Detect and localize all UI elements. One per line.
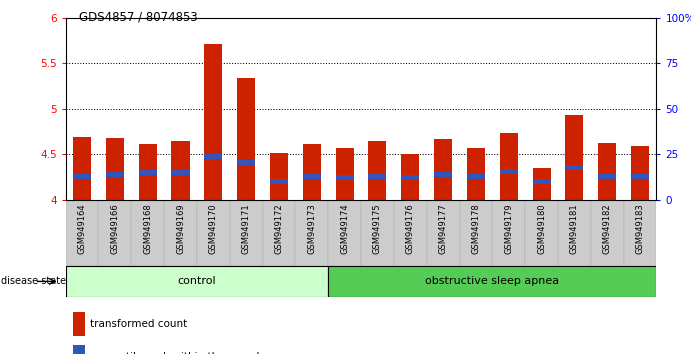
Bar xyxy=(205,154,223,159)
Bar xyxy=(73,174,91,179)
Bar xyxy=(139,170,157,175)
Bar xyxy=(98,200,131,266)
Bar xyxy=(328,266,656,297)
Bar xyxy=(565,165,583,170)
Bar xyxy=(565,115,583,200)
Bar xyxy=(131,200,164,266)
Bar xyxy=(500,133,518,200)
Bar xyxy=(66,266,328,297)
Bar xyxy=(492,200,525,266)
Bar xyxy=(73,345,84,354)
Bar xyxy=(525,200,558,266)
Bar xyxy=(631,174,649,179)
Text: GSM949174: GSM949174 xyxy=(340,203,349,254)
Bar xyxy=(467,148,485,200)
Text: GSM949173: GSM949173 xyxy=(307,203,316,254)
Text: GSM949166: GSM949166 xyxy=(111,203,120,254)
Text: GSM949169: GSM949169 xyxy=(176,203,185,254)
Bar xyxy=(533,178,551,184)
Bar xyxy=(197,200,229,266)
Bar xyxy=(205,44,223,200)
Text: obstructive sleep apnea: obstructive sleep apnea xyxy=(425,276,560,286)
Bar xyxy=(106,138,124,200)
Text: GSM949175: GSM949175 xyxy=(373,203,382,254)
Text: GSM949183: GSM949183 xyxy=(636,203,645,254)
Bar xyxy=(270,153,288,200)
Text: GSM949170: GSM949170 xyxy=(209,203,218,254)
Text: transformed count: transformed count xyxy=(90,319,187,329)
Text: GSM949178: GSM949178 xyxy=(471,203,480,254)
Bar xyxy=(237,160,255,165)
Text: GSM949168: GSM949168 xyxy=(143,203,152,254)
Bar xyxy=(229,200,263,266)
Bar xyxy=(533,168,551,200)
Bar xyxy=(591,200,623,266)
Bar xyxy=(171,170,189,175)
Bar xyxy=(401,175,419,180)
Bar xyxy=(73,312,84,336)
Bar xyxy=(598,174,616,179)
Bar xyxy=(631,146,649,200)
Bar xyxy=(426,200,460,266)
Text: GSM949164: GSM949164 xyxy=(77,203,86,254)
Bar xyxy=(460,200,492,266)
Bar xyxy=(500,170,518,175)
Bar xyxy=(139,144,157,200)
Bar xyxy=(598,143,616,200)
Bar xyxy=(73,137,91,200)
Bar xyxy=(558,200,591,266)
Bar xyxy=(368,141,386,200)
Bar xyxy=(270,178,288,184)
Bar xyxy=(368,174,386,179)
Bar xyxy=(171,141,189,200)
Bar xyxy=(394,200,426,266)
Bar xyxy=(303,174,321,179)
Bar xyxy=(303,144,321,200)
Text: percentile rank within the sample: percentile rank within the sample xyxy=(90,352,266,354)
Bar xyxy=(295,200,328,266)
Bar xyxy=(66,200,98,266)
Bar xyxy=(263,200,295,266)
Text: GSM949176: GSM949176 xyxy=(406,203,415,254)
Bar xyxy=(106,172,124,177)
Text: GSM949181: GSM949181 xyxy=(570,203,579,254)
Bar xyxy=(164,200,197,266)
Text: disease state: disease state xyxy=(1,276,66,286)
Text: GSM949180: GSM949180 xyxy=(537,203,546,254)
Bar xyxy=(336,175,354,180)
Bar xyxy=(361,200,394,266)
Text: GSM949179: GSM949179 xyxy=(504,203,513,254)
Bar xyxy=(467,174,485,179)
Bar xyxy=(336,148,354,200)
Text: GDS4857 / 8074853: GDS4857 / 8074853 xyxy=(79,11,198,24)
Text: GSM949177: GSM949177 xyxy=(439,203,448,254)
Text: control: control xyxy=(178,276,216,286)
Bar xyxy=(401,154,419,200)
Bar xyxy=(328,200,361,266)
Text: GSM949182: GSM949182 xyxy=(603,203,612,254)
Text: GSM949172: GSM949172 xyxy=(274,203,283,254)
Bar xyxy=(623,200,656,266)
Bar xyxy=(237,78,255,200)
Bar xyxy=(434,172,452,177)
Text: GSM949171: GSM949171 xyxy=(242,203,251,254)
Bar xyxy=(434,139,452,200)
